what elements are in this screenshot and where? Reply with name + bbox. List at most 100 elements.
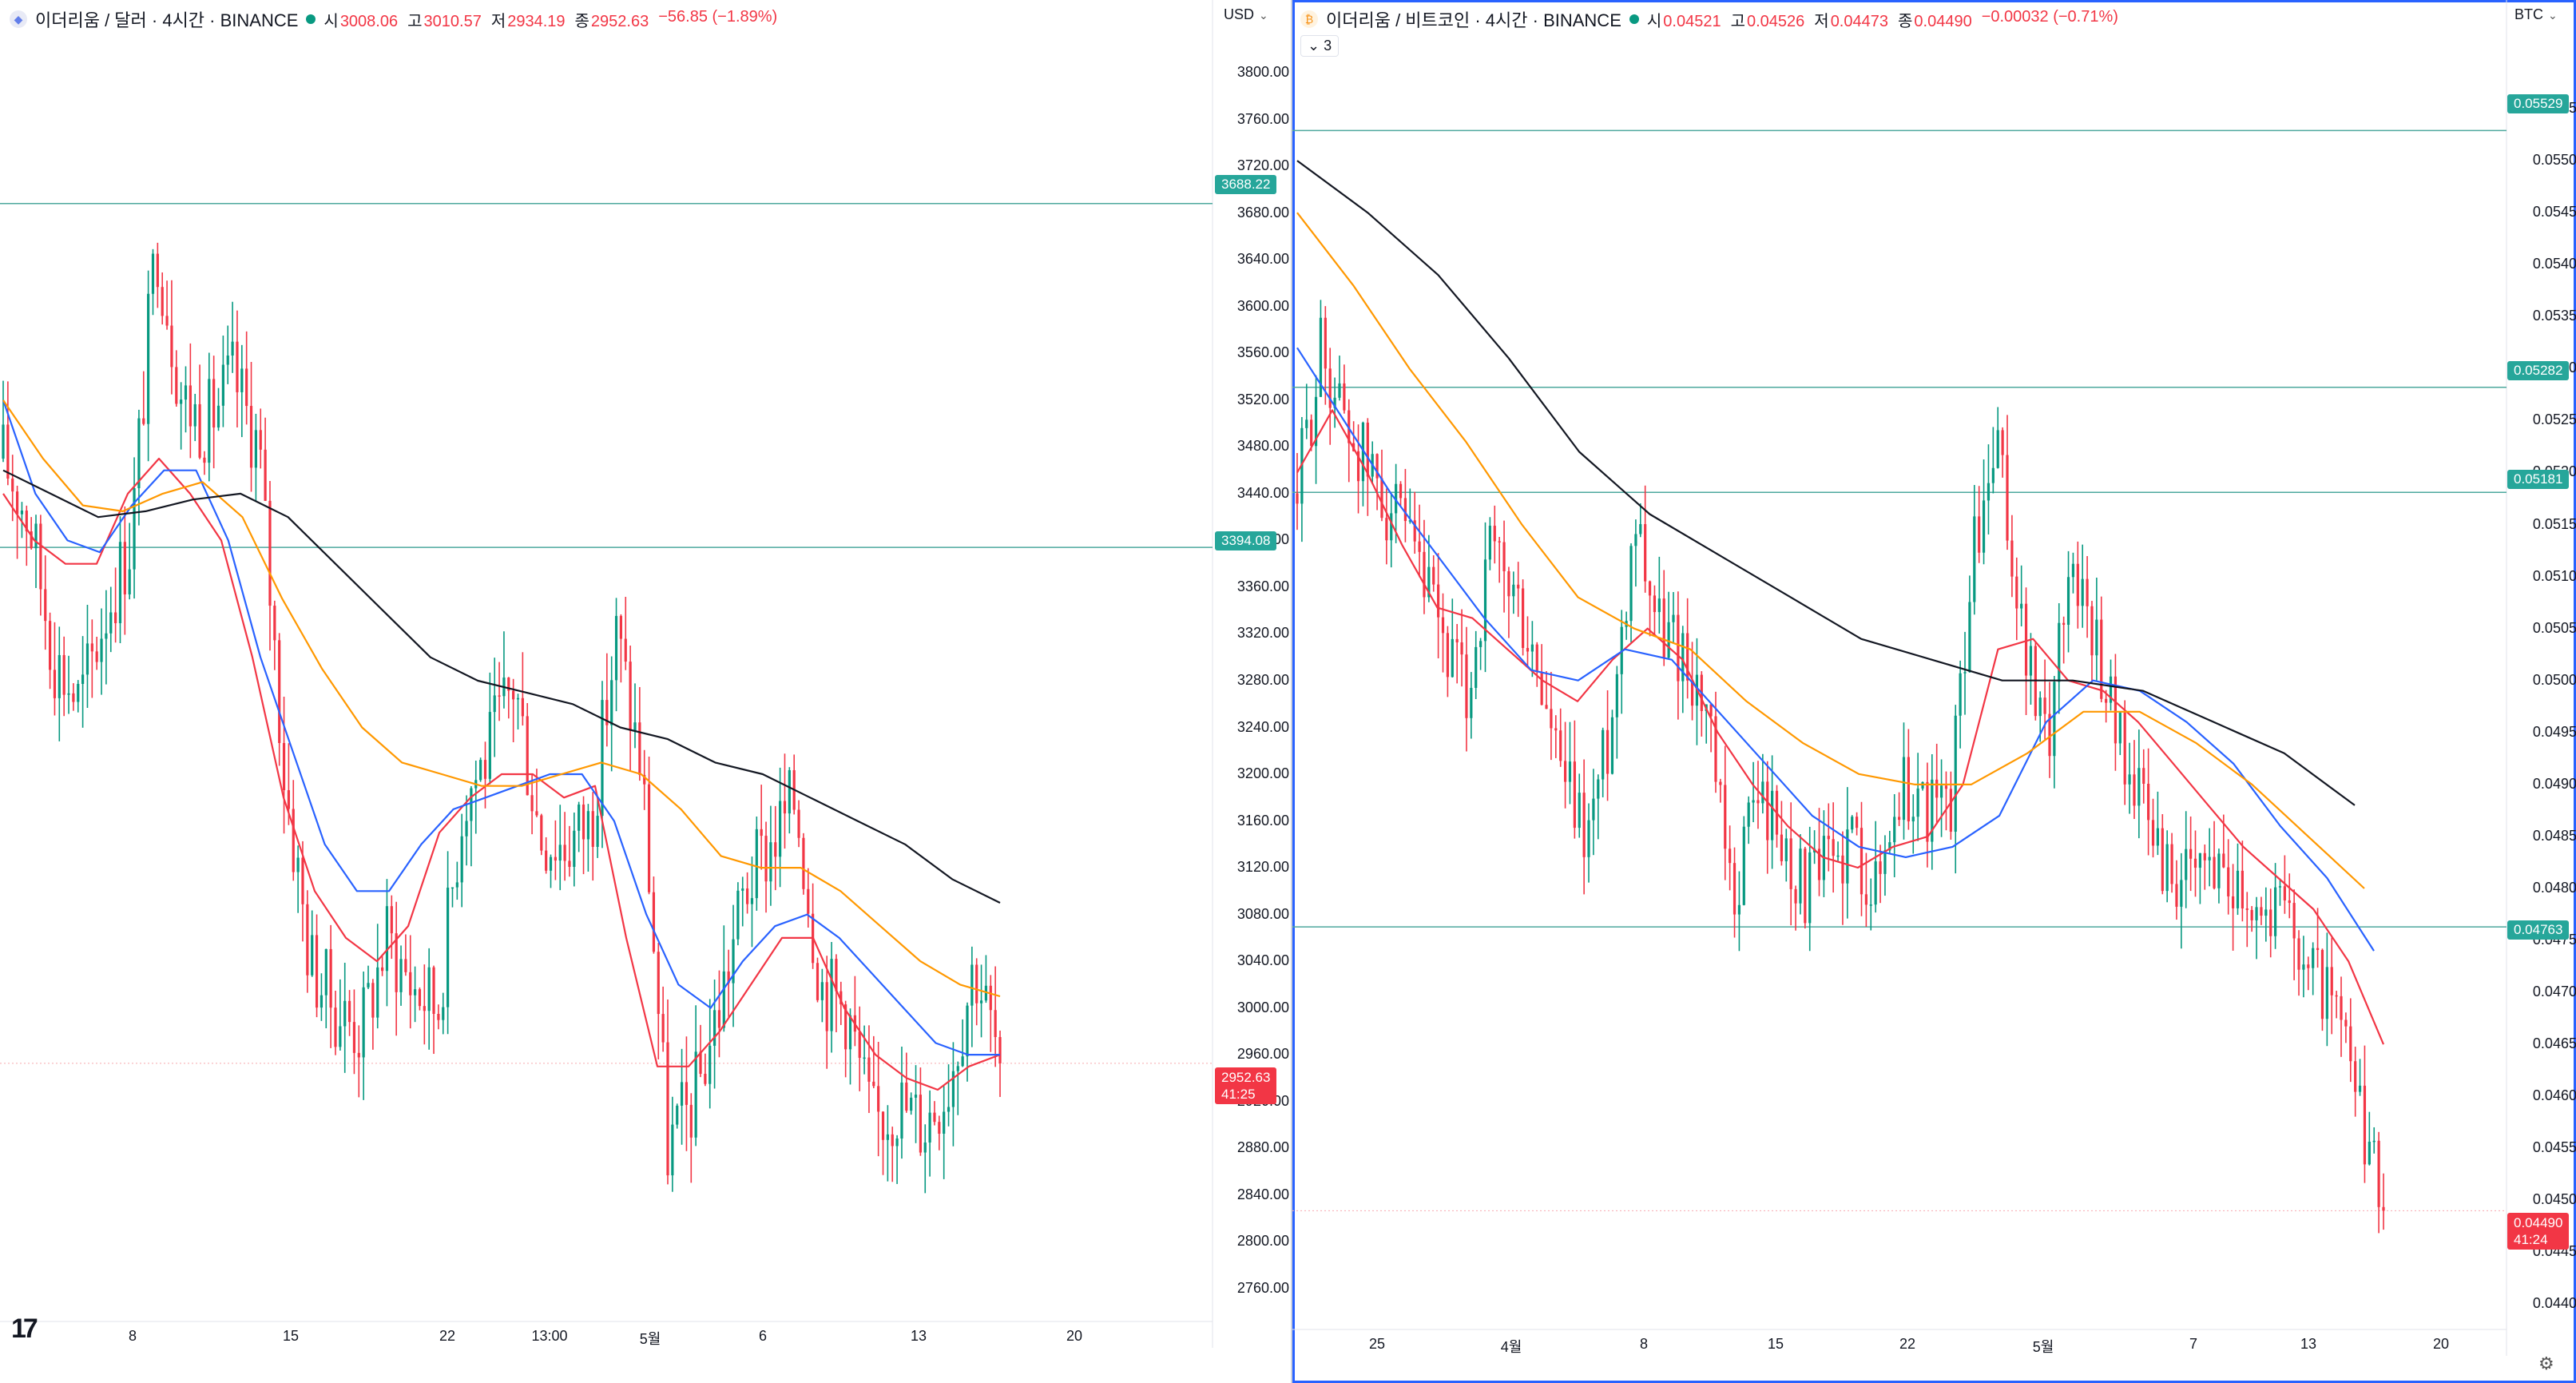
currency-unit-selector[interactable]: BTC ⌄: [2514, 6, 2558, 23]
tradingview-logo-icon[interactable]: 17: [11, 1313, 38, 1344]
candle-body: [998, 1036, 1002, 1063]
candle-body: [498, 695, 501, 697]
chart-panel-eth-btc[interactable]: ₿ 이더리움 / 비트코인 · 4시간 · BINANCE 시 0.04521 고…: [1292, 0, 2576, 1383]
price-chart-eth-btc[interactable]: [1292, 0, 2576, 1383]
candle-body: [236, 341, 239, 392]
candle-body: [2193, 858, 2197, 868]
candle-body: [928, 1112, 931, 1143]
candle-body: [685, 1082, 689, 1105]
price-tick-label: 3600.00: [1236, 297, 1289, 314]
candles: [2, 242, 1002, 1194]
candle-body: [311, 935, 314, 976]
candle-body: [2123, 712, 2126, 785]
candle-body: [1926, 781, 1929, 842]
candle-body: [1475, 646, 1478, 688]
candle-body: [347, 1000, 351, 1023]
hline-badge-1: 3688.22: [1215, 175, 1277, 194]
candle-body: [15, 491, 19, 515]
candle-body: [694, 1051, 697, 1138]
candle-body: [1856, 817, 1859, 829]
candle-body: [1860, 828, 1864, 895]
candle-body: [1380, 478, 1383, 519]
candle-body: [1390, 513, 1393, 541]
open-value: 3008.06: [339, 12, 399, 30]
candle-body: [507, 678, 510, 691]
candle-body: [175, 367, 178, 404]
chevron-down-icon: ⌄: [1259, 9, 1268, 22]
candle-body: [727, 971, 730, 984]
candle-body: [2264, 909, 2268, 916]
candle-body: [1521, 588, 1525, 649]
candle-body: [1507, 570, 1510, 597]
candle-body: [203, 457, 206, 463]
candle-body: [1582, 793, 1586, 857]
candle-body: [2340, 996, 2343, 1020]
candle-body: [470, 788, 473, 821]
candle-body: [180, 399, 183, 404]
candle-body: [296, 857, 300, 872]
market-status-icon[interactable]: [1629, 14, 1639, 24]
candle-body: [661, 1014, 665, 1043]
candle-body: [216, 405, 220, 428]
candle-body: [2320, 949, 2324, 1019]
candle-body: [1677, 614, 1680, 682]
chevron-down-icon: ⌄: [1308, 38, 1320, 54]
candle-body: [605, 700, 609, 725]
candle-body: [1827, 836, 1830, 840]
price-chart-eth-usd[interactable]: [0, 0, 1291, 1383]
candle-body: [81, 674, 85, 685]
candle-body: [540, 815, 543, 851]
candle-body: [900, 1082, 903, 1139]
candle-body: [249, 406, 253, 468]
chart-panel-eth-usd[interactable]: ◆ 이더리움 / 달러 · 4시간 · BINANCE 시 3008.06 고 30…: [0, 0, 1291, 1383]
candle-body: [2273, 887, 2277, 936]
price-tick-label: 3640.00: [1236, 251, 1289, 268]
price-tick-label: 2880.00: [1236, 1139, 1289, 1156]
price-tick-label: 2800.00: [1236, 1233, 1289, 1250]
candle-body: [1602, 729, 1605, 780]
candle-body: [1954, 715, 1957, 832]
symbol-title[interactable]: 이더리움 / 비트코인 · 4시간 · BINANCE: [1326, 10, 1621, 30]
candle-body: [2354, 1061, 2357, 1092]
settings-gear-icon[interactable]: ⚙: [2538, 1353, 2554, 1373]
candle-body: [1413, 520, 1416, 542]
price-tick-label: 3080.00: [1236, 905, 1289, 922]
candle-body: [240, 368, 244, 392]
candle-body: [1455, 638, 1459, 643]
candle-body: [2325, 967, 2328, 1019]
candle-body: [147, 293, 150, 424]
candle-body: [549, 856, 553, 871]
candle-body: [1314, 396, 1318, 447]
candle-body: [1991, 467, 1995, 483]
candle-body: [39, 523, 42, 590]
currency-unit-selector[interactable]: USD ⌄: [1224, 6, 1268, 23]
candle-body: [1841, 855, 1844, 884]
candle-body: [114, 612, 117, 624]
candle-body: [1361, 422, 1365, 482]
candle-body: [1836, 855, 1840, 857]
candle-body: [970, 964, 974, 1006]
candle-body: [2283, 886, 2286, 900]
candle-body: [966, 1005, 969, 1057]
bitcoin-ethereum-icon: ₿: [1300, 10, 1318, 28]
candle-body: [488, 712, 491, 779]
candle-body: [1911, 817, 1915, 822]
market-status-icon[interactable]: [306, 14, 316, 24]
candle-body: [334, 1007, 337, 1047]
candle-body: [877, 1086, 880, 1112]
panel-divider[interactable]: [1291, 0, 1292, 1383]
candle-body: [1563, 761, 1567, 782]
ema-line-2: [2, 399, 1000, 1056]
indicator-collapse-button[interactable]: ⌄ 3: [1300, 35, 1340, 57]
candle-body: [680, 1082, 684, 1106]
candle-body: [2114, 676, 2118, 744]
symbol-title[interactable]: 이더리움 / 달러 · 4시간 · BINANCE: [35, 10, 299, 30]
candle-body: [2245, 908, 2249, 910]
candle-body: [820, 982, 824, 1000]
price-tick-label: 3160.00: [1236, 812, 1289, 829]
